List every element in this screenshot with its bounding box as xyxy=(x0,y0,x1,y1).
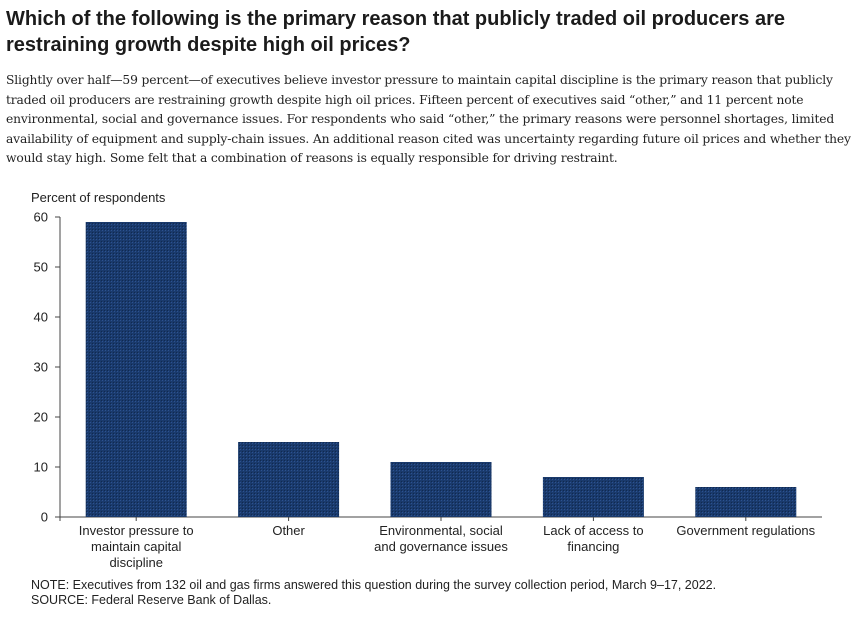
page-title: Which of the following is the primary re… xyxy=(6,8,786,56)
y-tick-label: 60 xyxy=(34,210,48,225)
bar xyxy=(542,477,644,517)
chart-notes: NOTE: Executives from 132 oil and gas fi… xyxy=(31,578,851,608)
x-tick-label: Other xyxy=(272,523,305,538)
x-tick-label: Lack of access to financing xyxy=(543,523,643,554)
x-tick-label: Government regulations xyxy=(676,523,815,538)
y-tick-label: 20 xyxy=(34,410,48,425)
y-tick-label: 30 xyxy=(34,360,48,375)
chart-description: Slightly over half—59 percent—of executi… xyxy=(6,73,851,166)
y-tick-label: 0 xyxy=(41,510,48,525)
source-text: SOURCE: Federal Reserve Bank of Dallas. xyxy=(31,593,272,607)
bar xyxy=(85,222,187,517)
x-tick-label: Environmental, social and governance issu… xyxy=(374,523,508,554)
bar xyxy=(238,442,340,517)
x-tick-label: Investor pressure to maintain capital disc… xyxy=(79,523,194,570)
bar xyxy=(695,487,797,517)
bar-chart: Percent of respondents 0 10 20 30 40 50 60 Inv… xyxy=(31,190,822,570)
y-tick-label: 10 xyxy=(34,460,48,475)
y-tick-label: 40 xyxy=(34,310,48,325)
note-text: NOTE: Executives from 132 oil and gas fi… xyxy=(31,578,717,592)
y-tick-label: 50 xyxy=(34,260,48,275)
y-axis-label: Percent of respondents xyxy=(31,190,166,205)
bar xyxy=(390,462,492,517)
